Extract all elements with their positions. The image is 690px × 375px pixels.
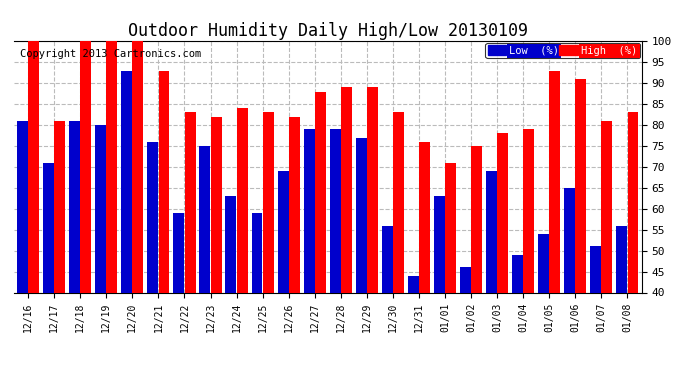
- Text: Copyright 2013 Cartronics.com: Copyright 2013 Cartronics.com: [20, 49, 201, 59]
- Bar: [330, 129, 341, 292]
- Bar: [393, 112, 404, 292]
- Bar: [419, 142, 430, 292]
- Title: Outdoor Humidity Daily High/Low 20130109: Outdoor Humidity Daily High/Low 20130109: [128, 22, 528, 40]
- Bar: [616, 225, 627, 292]
- Bar: [434, 196, 445, 292]
- Bar: [199, 146, 210, 292]
- Bar: [121, 70, 132, 292]
- Bar: [382, 225, 393, 292]
- Bar: [538, 234, 549, 292]
- Bar: [252, 213, 262, 292]
- Bar: [602, 121, 613, 292]
- Bar: [55, 121, 66, 292]
- Bar: [69, 121, 80, 292]
- Bar: [341, 87, 352, 292]
- Bar: [43, 163, 54, 292]
- Bar: [17, 121, 28, 292]
- Legend: Low  (%), High  (%): Low (%), High (%): [486, 44, 640, 58]
- Bar: [226, 196, 237, 292]
- Bar: [80, 41, 91, 292]
- Bar: [289, 117, 299, 292]
- Bar: [564, 188, 575, 292]
- Bar: [356, 138, 366, 292]
- Bar: [445, 163, 456, 292]
- Bar: [173, 213, 184, 292]
- Bar: [132, 41, 144, 292]
- Bar: [523, 129, 534, 292]
- Bar: [497, 134, 508, 292]
- Bar: [277, 171, 288, 292]
- Bar: [367, 87, 378, 292]
- Bar: [263, 112, 274, 292]
- Bar: [28, 41, 39, 292]
- Bar: [408, 276, 419, 292]
- Bar: [159, 70, 170, 292]
- Bar: [315, 92, 326, 292]
- Bar: [460, 267, 471, 292]
- Bar: [627, 112, 638, 292]
- Bar: [486, 171, 497, 292]
- Bar: [590, 246, 601, 292]
- Bar: [304, 129, 315, 292]
- Bar: [549, 70, 560, 292]
- Bar: [95, 125, 106, 292]
- Bar: [237, 108, 248, 292]
- Bar: [471, 146, 482, 292]
- Bar: [210, 117, 221, 292]
- Bar: [575, 79, 586, 292]
- Bar: [106, 41, 117, 292]
- Bar: [512, 255, 523, 292]
- Bar: [148, 142, 158, 292]
- Bar: [185, 112, 195, 292]
